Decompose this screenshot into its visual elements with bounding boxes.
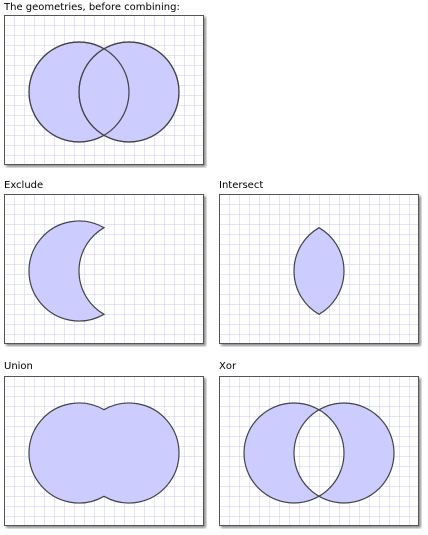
union-label: Union [4, 361, 33, 372]
before-combining-panel [4, 15, 204, 165]
intersect-label: Intersect [219, 180, 264, 191]
xor-shape [243, 402, 395, 504]
intersect-shape [293, 227, 345, 315]
before-combining-label: The geometries, before combining: [4, 2, 180, 13]
exclude-panel [4, 194, 204, 344]
xor-label: Xor [219, 361, 237, 372]
union-shape [28, 402, 180, 504]
intersect-panel [219, 194, 419, 344]
union-panel [4, 376, 204, 526]
xor-panel [219, 376, 419, 526]
exclude-label: Exclude [4, 180, 44, 191]
exclude-shape [28, 220, 106, 322]
